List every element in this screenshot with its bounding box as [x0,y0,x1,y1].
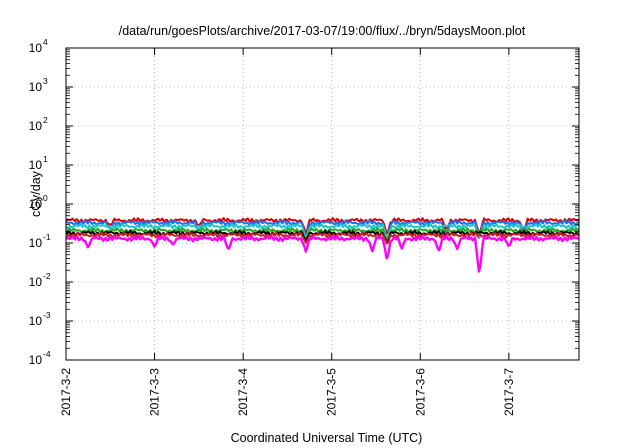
x-axis: 2017-3-2 2017-3-3 2017-3-4 2017-3-5 2017-3-6… [59,48,516,416]
y-tick-exponent: -3 [43,310,51,320]
chart-title: /data/run/goesPlots/archive/2017-03-07/1… [119,24,526,38]
x-tick-label: 2017-3-7 [502,368,516,416]
x-axis-label: Coordinated Universal Time (UTC) [231,431,423,445]
x-tick-label: 2017-3-6 [413,368,427,416]
y-tick-exponent: 3 [43,76,48,86]
y-axis-label: cGy/day [29,170,43,217]
y-tick-label: 10 [29,197,43,211]
series-line [65,235,580,273]
y-tick-exponent: 4 [43,37,48,47]
y-tick-label: 10 [29,119,43,133]
y-tick-exponent: -2 [43,271,51,281]
y-tick-exponent: -4 [43,349,51,359]
y-tick-label: 10 [29,314,43,328]
y-tick-exponent: 1 [43,154,48,164]
y-tick-exponent: 2 [43,115,48,125]
y-tick-label: 10 [29,41,43,55]
series-line [65,219,580,242]
y-tick-label: 10 [29,236,43,250]
x-tick-label: 2017-3-4 [236,368,250,416]
series-line [65,222,580,240]
x-tick-label: 2017-3-3 [148,368,162,416]
y-tick-exponent: 0 [43,193,48,203]
y-tick-label: 10 [29,275,43,289]
series-line [65,231,580,245]
grid [66,48,579,360]
x-tick-label: 2017-3-5 [325,368,339,416]
y-tick-exponent: -1 [43,232,51,242]
y-tick-label: 10 [29,353,43,367]
x-tick-label: 2017-3-2 [59,368,73,416]
y-tick-label: 10 [29,80,43,94]
y-tick-label: 10 [29,158,43,172]
series-group [65,217,580,273]
